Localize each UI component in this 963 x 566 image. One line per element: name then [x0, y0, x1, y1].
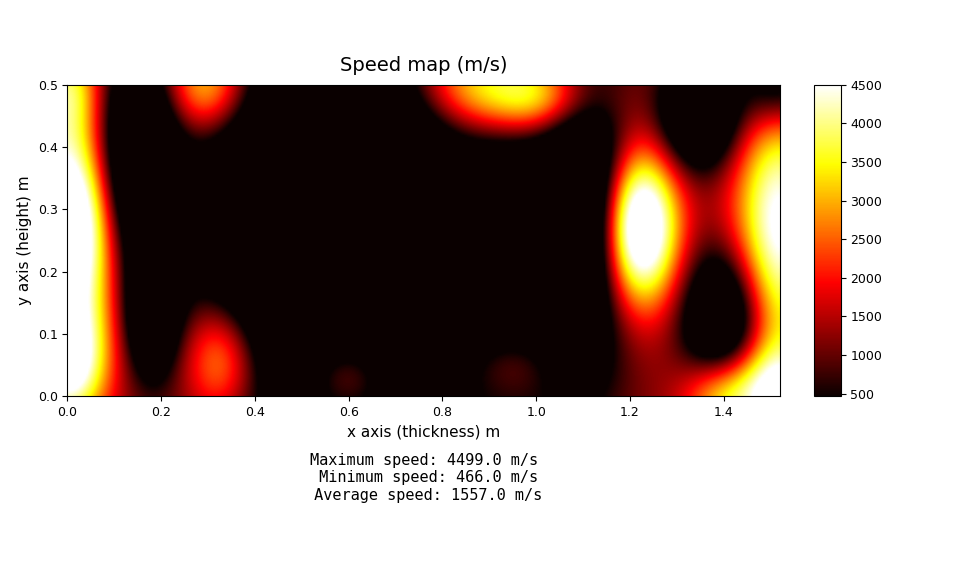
X-axis label: x axis (thickness) m: x axis (thickness) m	[347, 424, 501, 439]
Title: Speed map (m/s): Speed map (m/s)	[340, 56, 508, 75]
Y-axis label: y axis (height) m: y axis (height) m	[17, 175, 32, 306]
Text: Maximum speed: 4499.0 m/s
 Minimum speed: 466.0 m/s
 Average speed: 1557.0 m/s: Maximum speed: 4499.0 m/s Minimum speed:…	[305, 453, 542, 503]
